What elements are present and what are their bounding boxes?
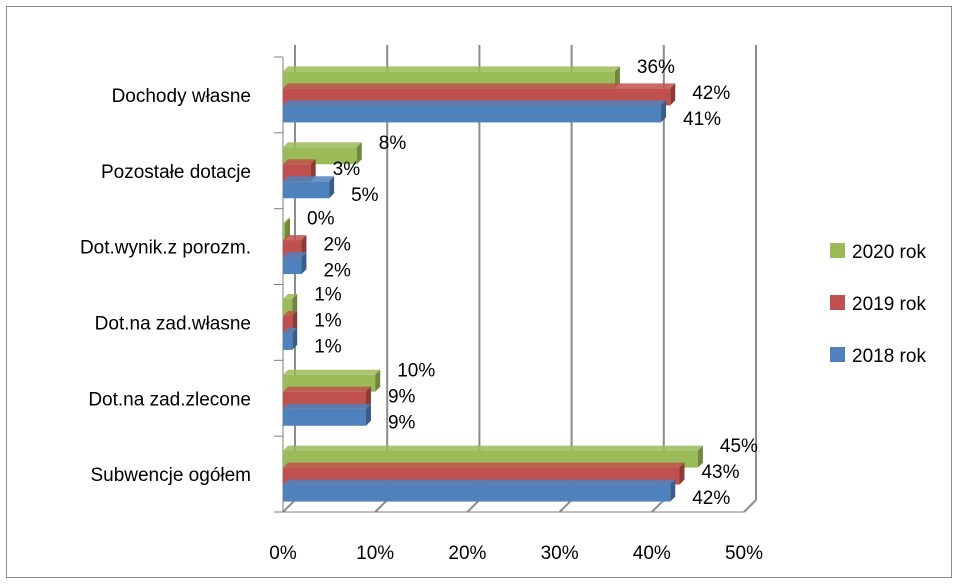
- x-tick-label: 0%: [269, 543, 297, 564]
- bar: [283, 332, 293, 350]
- bar-side: [670, 479, 676, 502]
- bar-top: [283, 462, 685, 468]
- data-label: 43%: [701, 462, 739, 483]
- legend-label: 2019 rok: [852, 294, 926, 315]
- x-tick-label: 10%: [356, 543, 394, 564]
- bar: [283, 298, 293, 316]
- bar: [283, 105, 662, 123]
- bar-side: [301, 252, 307, 275]
- bar-side: [301, 235, 307, 258]
- data-label: 3%: [333, 159, 361, 180]
- data-label: 8%: [379, 133, 407, 154]
- category-label: Dot.na zad.zlecone: [88, 389, 251, 410]
- bar: [283, 484, 671, 502]
- data-label: 2%: [323, 261, 351, 282]
- bar-side: [292, 327, 298, 350]
- bar: [283, 257, 302, 275]
- category-label: Pozostałe dotacje: [101, 162, 251, 183]
- bar-side: [365, 403, 371, 426]
- data-label: 9%: [388, 386, 416, 407]
- bar-side: [292, 310, 298, 333]
- bar-top: [283, 66, 620, 72]
- bar-top: [283, 252, 307, 258]
- gridline-floor: [743, 499, 757, 513]
- data-label: 41%: [683, 109, 721, 130]
- bar-top: [283, 159, 316, 165]
- gridline-floor: [558, 499, 573, 513]
- bar-side: [661, 100, 667, 123]
- gridline-floor: [466, 499, 481, 513]
- x-tick-label: 20%: [448, 543, 486, 564]
- legend-swatch: [830, 347, 845, 362]
- bar-side: [329, 176, 335, 199]
- data-label: 9%: [388, 412, 416, 433]
- bar-side: [365, 386, 371, 409]
- legend-label: 2020 rok: [852, 242, 926, 263]
- category-label: Dochody własne: [112, 86, 251, 107]
- data-label: 2%: [323, 235, 351, 256]
- data-label: 1%: [314, 284, 342, 305]
- category-label: Subwencje ogółem: [90, 465, 251, 486]
- bar: [283, 408, 366, 426]
- bar-top: [283, 403, 371, 409]
- gridline-floor: [282, 499, 296, 513]
- bar: [283, 223, 285, 241]
- bar-top: [283, 176, 335, 182]
- category-label: Dot.wynik.z porozm.: [80, 238, 251, 259]
- x-tick-label: 50%: [725, 543, 763, 564]
- bar-top: [283, 235, 307, 241]
- data-label: 45%: [720, 436, 758, 457]
- bar-top: [283, 327, 298, 333]
- bar-side: [356, 142, 362, 165]
- bar-top: [283, 310, 298, 316]
- bar-top: [283, 369, 381, 375]
- bar-top: [283, 445, 703, 451]
- bar-top: [283, 83, 676, 89]
- bar-side: [679, 462, 685, 485]
- bar-top: [283, 293, 298, 299]
- bar-top: [283, 218, 290, 224]
- bar: [283, 315, 293, 333]
- gridline-floor: [651, 499, 665, 513]
- bar-side: [614, 66, 620, 89]
- data-label: 42%: [692, 83, 730, 104]
- bar-side: [310, 159, 316, 182]
- bar-top: [283, 100, 667, 106]
- data-label: 1%: [314, 310, 342, 331]
- category-label: Dot.na zad.własne: [95, 313, 251, 334]
- x-tick-label: 30%: [541, 543, 579, 564]
- gridline-floor: [374, 499, 388, 513]
- bar: [283, 181, 330, 199]
- bar-side: [375, 369, 381, 392]
- bar-side: [697, 445, 703, 468]
- data-label: 42%: [692, 488, 730, 509]
- data-label: 1%: [314, 336, 342, 357]
- data-label: 36%: [637, 57, 675, 78]
- data-label: 0%: [307, 209, 335, 230]
- bar-top: [283, 142, 362, 148]
- bar-side: [670, 83, 676, 106]
- x-tick-label: 40%: [633, 543, 671, 564]
- bar-top: [283, 479, 676, 485]
- legend-swatch: [830, 243, 845, 258]
- bar-top: [283, 386, 371, 392]
- bar-side: [285, 218, 290, 241]
- data-label: 5%: [351, 185, 379, 206]
- legend-swatch: [830, 295, 845, 310]
- legend-label: 2018 rok: [852, 346, 926, 367]
- data-label: 10%: [397, 360, 435, 381]
- bar-side: [292, 293, 298, 316]
